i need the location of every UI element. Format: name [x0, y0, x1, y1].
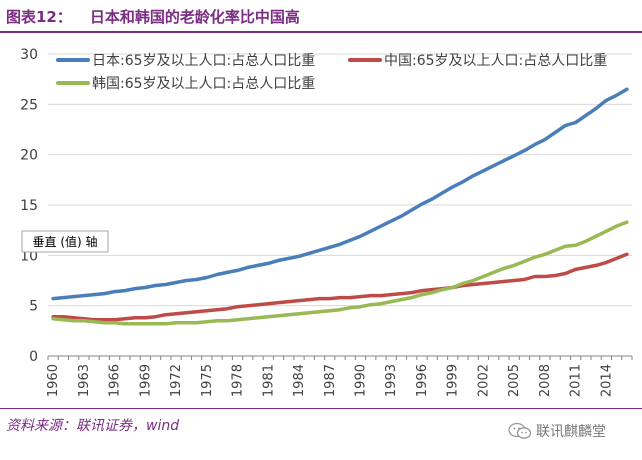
x-tick-label: 1963: [77, 364, 92, 397]
x-tick-label: 1978: [231, 364, 246, 397]
wechat-icon: [508, 422, 532, 439]
x-tick-label: 1987: [323, 364, 338, 397]
x-tick-label: 1990: [353, 364, 368, 397]
legend-label: 韩国:65岁及以上人口:占总人口比重: [92, 76, 315, 92]
header-divider: [0, 31, 642, 33]
source-note: 资料来源：联讯证券，wind: [6, 418, 180, 434]
x-tick-label: 1981: [261, 364, 276, 397]
series-line: [51, 220, 629, 326]
figure-header: 图表12： 日本和韩国的老龄化率比中国高: [0, 0, 642, 33]
figure-label: 图表12：: [6, 8, 72, 26]
legend-label: 日本:65岁及以上人口:占总人口比重: [92, 53, 315, 69]
x-tick-label: 2014: [599, 364, 614, 397]
watermark-text: 联讯麒麟堂: [536, 424, 606, 440]
x-tick-label: 1960: [46, 364, 61, 397]
x-tick-label: 1972: [169, 364, 184, 397]
watermark: 联讯麒麟堂: [508, 420, 638, 444]
footer-divider: [0, 408, 642, 409]
x-tick-label: 1984: [292, 364, 307, 397]
y-axis-title-box: [21, 230, 109, 253]
x-tick-label: 2002: [476, 364, 491, 397]
series-line: [51, 87, 629, 301]
x-tick-label: 1969: [138, 364, 153, 397]
figure-caption: 图表12： 日本和韩国的老龄化率比中国高: [6, 6, 300, 27]
y-tick-label: 0: [29, 349, 38, 365]
figure-footer: 资料来源：联讯证券，wind 联讯麒麟堂: [0, 408, 642, 460]
y-tick-label: 30: [20, 47, 38, 63]
y-axis-title: 垂直 (值) 轴: [33, 234, 98, 249]
series-line: [51, 252, 629, 322]
x-tick-label: 2005: [507, 364, 522, 397]
figure-title: 日本和韩国的老龄化率比中国高: [89, 8, 300, 26]
x-tick-label: 1993: [384, 364, 399, 397]
x-tick-label: 2011: [569, 364, 584, 397]
x-tick-label: 1975: [200, 364, 215, 397]
x-tick-label: 1966: [108, 364, 123, 397]
y-tick-label: 25: [20, 97, 38, 113]
x-tick-label: 2008: [538, 364, 553, 397]
y-tick-label: 15: [20, 198, 38, 214]
x-tick-label: 1996: [415, 364, 430, 397]
x-tick-label: 1999: [446, 364, 461, 397]
legend-label: 中国:65岁及以上人口:占总人口比重: [384, 53, 607, 69]
y-tick-label: 5: [29, 299, 38, 315]
y-tick-label: 20: [20, 148, 38, 164]
